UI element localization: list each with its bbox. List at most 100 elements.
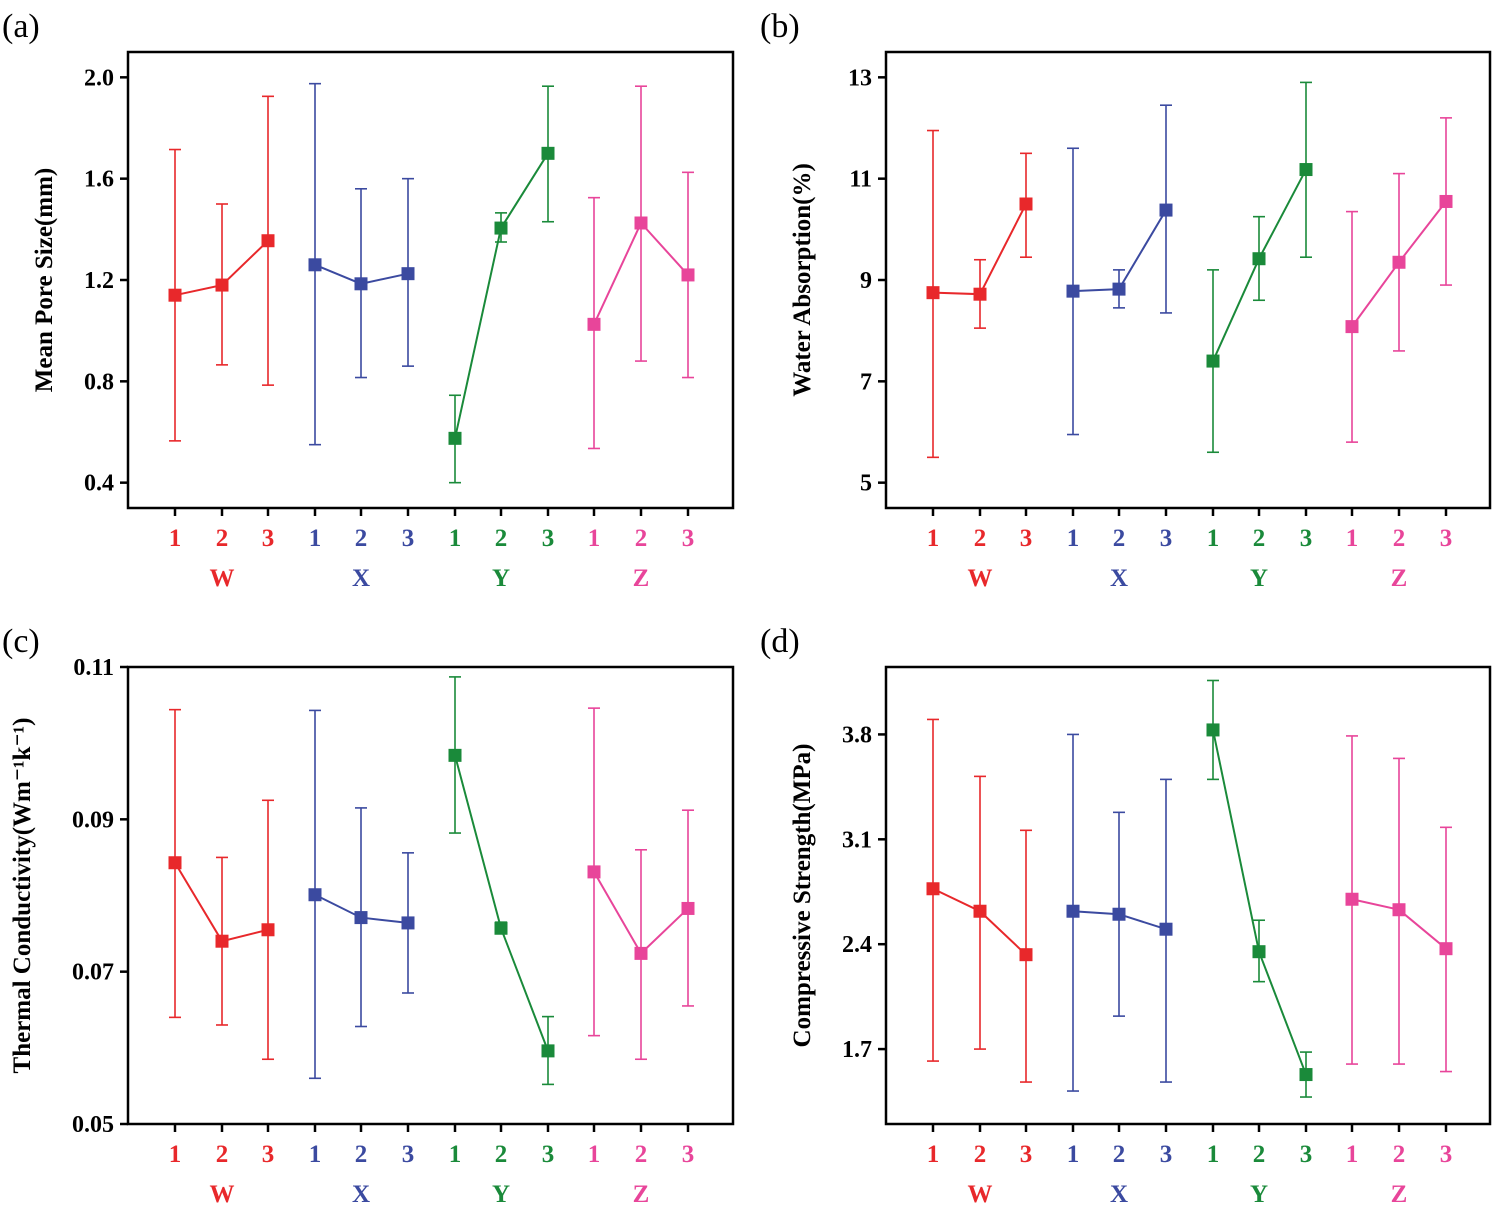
y-tick-label: 0.09 — [72, 807, 114, 833]
data-point — [1019, 197, 1033, 211]
group-label-z: Z — [1391, 1181, 1408, 1208]
data-point — [494, 221, 508, 235]
data-point — [973, 904, 987, 918]
panel-label: (a) — [2, 8, 40, 45]
group-label-y: Y — [492, 1181, 510, 1208]
x-tick-label: 3 — [682, 525, 695, 552]
x-tick-label: 2 — [1113, 525, 1126, 552]
data-point — [308, 888, 322, 902]
panel-d: (d) 1.7 2.4 3.1 3.8 Compressive Strength(MPa)… — [760, 623, 1492, 1208]
data-point — [494, 921, 508, 935]
data-point — [1299, 1068, 1313, 1082]
group-label-y: Y — [492, 565, 510, 592]
data-point — [1206, 723, 1220, 737]
series-x — [308, 82, 415, 446]
data-point — [1112, 907, 1126, 921]
data-point — [261, 234, 275, 248]
y-tick-label: 2.4 — [842, 932, 872, 958]
series-y — [1206, 81, 1313, 454]
data-point — [308, 258, 322, 272]
y-tick-label: 3.1 — [842, 827, 872, 853]
data-point — [1392, 255, 1406, 269]
data-point — [448, 748, 462, 762]
data-point — [215, 934, 229, 948]
series-w — [168, 708, 275, 1061]
group-label-x: X — [1110, 565, 1128, 592]
data-point — [681, 268, 695, 282]
series-y — [448, 676, 555, 1086]
y-axis-label: Mean Pore Size(mm) — [31, 168, 58, 392]
x-tick-label: 2 — [216, 1141, 229, 1168]
series-x — [308, 709, 415, 1080]
x-tick-label: 1 — [309, 525, 322, 552]
x-tick-label: 3 — [1020, 525, 1033, 552]
y-tick-label: 0.8 — [84, 369, 114, 395]
x-tick-label: 3 — [1440, 525, 1453, 552]
x-tick-label: 3 — [262, 525, 275, 552]
x-tick-label: 1 — [1067, 1141, 1080, 1168]
y-tick-label: 0.07 — [72, 960, 114, 986]
series-z — [1345, 117, 1453, 443]
series-z — [1345, 735, 1453, 1073]
series-w — [926, 718, 1033, 1083]
group-label-z: Z — [1391, 565, 1408, 592]
data-point — [401, 267, 415, 281]
data-point — [1019, 948, 1033, 962]
x-tick-label: 3 — [262, 1141, 275, 1168]
data-point — [1252, 252, 1266, 266]
data-point — [354, 911, 368, 925]
x-tick-label: 2 — [1393, 1141, 1406, 1168]
data-point — [1392, 903, 1406, 917]
y-tick-label: 2.0 — [84, 65, 114, 91]
group-label-z: Z — [633, 565, 650, 592]
data-point — [1299, 163, 1313, 177]
group-label-w: W — [210, 1181, 235, 1208]
y-tick-label: 13 — [848, 65, 872, 91]
panel-label: (b) — [760, 8, 800, 45]
data-point — [1439, 194, 1453, 208]
group-label-w: W — [968, 1181, 993, 1208]
x-tick-label: 1 — [449, 525, 462, 552]
x-tick-label: 1 — [1207, 1141, 1220, 1168]
y-tick-label: 5 — [860, 471, 872, 497]
series-z — [587, 85, 695, 450]
x-tick-label: 3 — [542, 1141, 555, 1168]
data-point — [1439, 942, 1453, 956]
x-tick-label: 1 — [1346, 1141, 1359, 1168]
y-tick-label: 1.7 — [842, 1037, 872, 1063]
y-tick-label: 11 — [849, 167, 872, 193]
x-tick-label: 2 — [635, 1141, 648, 1168]
x-tick-label: 3 — [1160, 1141, 1173, 1168]
y-tick-label: 7 — [860, 369, 872, 395]
group-label-z: Z — [633, 1181, 650, 1208]
data-point — [1066, 904, 1080, 918]
x-tick-label: 1 — [588, 525, 601, 552]
x-tick-label: 3 — [682, 1141, 695, 1168]
x-tick-label: 3 — [402, 525, 415, 552]
x-tick-label: 1 — [169, 1141, 182, 1168]
x-tick-label: 2 — [355, 525, 368, 552]
data-point — [1252, 945, 1266, 959]
data-point — [215, 278, 229, 292]
x-tick-label: 2 — [216, 525, 229, 552]
x-tick-label: 1 — [449, 1141, 462, 1168]
y-tick-label: 9 — [860, 268, 872, 294]
series-x — [1066, 104, 1173, 436]
y-tick-label: 0.11 — [73, 655, 114, 681]
series-line — [454, 152, 549, 439]
x-tick-label: 3 — [1440, 1141, 1453, 1168]
data-point — [634, 216, 648, 230]
y-axis-label: Water Absorption(%) — [789, 163, 816, 397]
data-point — [168, 856, 182, 870]
y-axis-label: Compressive Strength(MPa) — [789, 744, 816, 1048]
data-point — [1159, 922, 1173, 936]
group-label-y: Y — [1250, 565, 1268, 592]
x-tick-label: 2 — [635, 525, 648, 552]
data-point — [587, 317, 601, 331]
data-point — [926, 286, 940, 300]
x-tick-label: 2 — [1113, 1141, 1126, 1168]
x-tick-label: 2 — [1253, 525, 1266, 552]
data-point — [354, 277, 368, 291]
